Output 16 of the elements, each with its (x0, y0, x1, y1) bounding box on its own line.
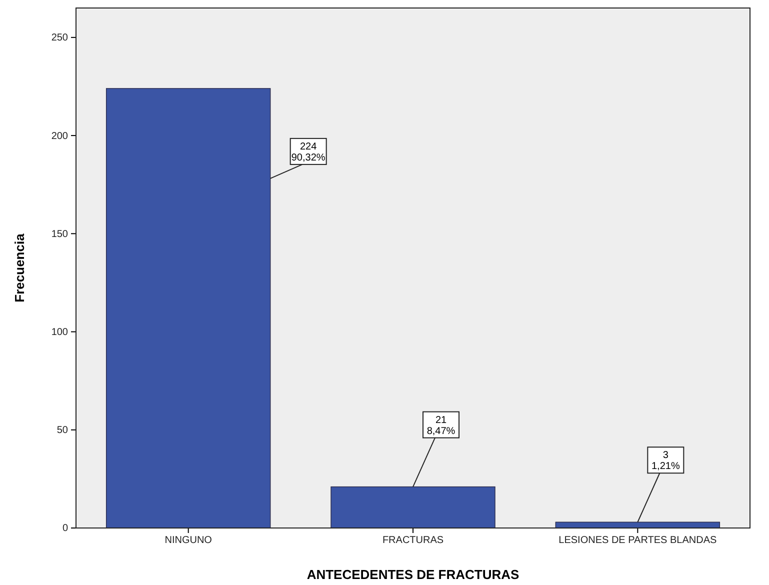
data-label: 224 90,32% (291, 141, 326, 164)
y-tick-label: 0 (62, 523, 68, 534)
data-label: 3 1,21% (651, 450, 680, 472)
y-tick-label: 50 (56, 425, 68, 436)
x-tick-label: NINGUNO (164, 535, 212, 546)
x-tick-label: LESIONES DE PARTES BLANDAS (558, 535, 717, 546)
bar (106, 88, 271, 528)
y-tick-label: 250 (51, 32, 68, 44)
data-label: 21 8,47% (426, 414, 456, 437)
bar (330, 486, 496, 528)
y-axis-title: Frecuencia (12, 232, 27, 302)
y-tick-label: 150 (51, 228, 68, 240)
x-tick-label: FRACTURAS (382, 535, 444, 546)
x-axis-title: ANTECEDENTES DE FRACTURAS (306, 567, 520, 582)
y-tick-label: 100 (51, 326, 68, 338)
y-tick-label: 200 (51, 130, 68, 142)
